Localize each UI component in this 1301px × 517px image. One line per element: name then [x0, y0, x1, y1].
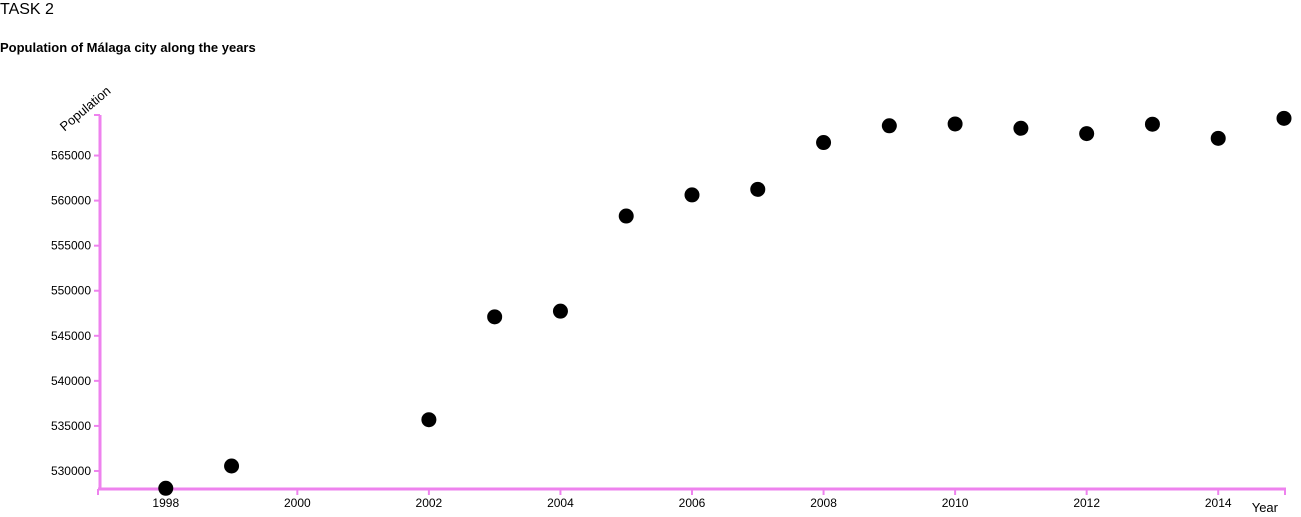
data-point	[1013, 120, 1029, 136]
y-tick-label: 530000	[51, 464, 91, 478]
x-tick-label: 2000	[284, 496, 311, 510]
data-point	[881, 118, 897, 134]
x-axis: 1998 2000 2002 2004 2006 2008 2010 2012 2014	[97, 487, 1286, 510]
data-point	[158, 480, 174, 496]
data-point	[224, 458, 240, 474]
x-tick-label: 2006	[679, 496, 706, 510]
data-point	[1276, 110, 1292, 126]
x-tick-label: 2014	[1205, 496, 1232, 510]
x-tick-label: 2012	[1073, 496, 1100, 510]
data-point	[1210, 130, 1226, 146]
y-axis-title: Population	[57, 83, 114, 134]
data-point	[618, 208, 634, 224]
data-point	[421, 412, 437, 428]
y-tick-label: 560000	[51, 194, 91, 208]
data-point	[1144, 116, 1160, 132]
data-point	[552, 303, 568, 319]
y-tick-label: 545000	[51, 329, 91, 343]
data-point	[1079, 126, 1095, 142]
data-point	[947, 116, 963, 132]
x-tick-label: 2010	[942, 496, 969, 510]
data-point	[684, 187, 700, 203]
data-point	[750, 181, 766, 197]
data-point	[816, 135, 832, 151]
data-point	[487, 309, 503, 325]
y-tick-label: 565000	[51, 149, 91, 163]
x-tick-label: 2004	[547, 496, 574, 510]
x-axis-title: Year	[1252, 500, 1279, 515]
chart-title: Population of Málaga city along the year…	[0, 40, 256, 55]
y-axis: 530000 535000 540000 545000 550000 555000 5600…	[51, 114, 102, 489]
y-tick-label: 540000	[51, 374, 91, 388]
task-heading: TASK 2	[0, 1, 54, 18]
x-tick-label: 2002	[416, 496, 443, 510]
y-tick-label: 535000	[51, 419, 91, 433]
x-tick-label: 1998	[152, 496, 179, 510]
y-tick-label: 555000	[51, 239, 91, 253]
x-tick-label: 2008	[810, 496, 837, 510]
data-points	[158, 110, 1292, 496]
y-tick-label: 550000	[51, 284, 91, 298]
